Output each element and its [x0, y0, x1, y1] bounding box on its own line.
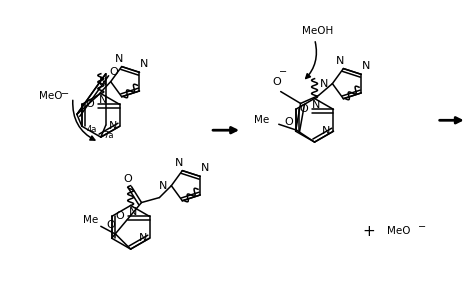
Text: Me: Me: [83, 215, 99, 225]
Text: N: N: [201, 163, 209, 173]
Text: −: −: [279, 67, 287, 77]
Text: O: O: [115, 211, 124, 221]
Text: +: +: [363, 224, 375, 239]
Text: O: O: [109, 67, 118, 77]
Text: −: −: [418, 222, 426, 232]
Text: O: O: [85, 99, 94, 109]
Text: N: N: [312, 100, 321, 110]
Text: O: O: [273, 77, 281, 87]
Text: O: O: [123, 174, 132, 184]
Text: N: N: [320, 78, 328, 89]
Text: N: N: [99, 77, 107, 87]
Text: N: N: [128, 208, 137, 218]
Text: N: N: [99, 95, 107, 105]
Text: N: N: [159, 181, 168, 191]
Text: O: O: [106, 220, 115, 230]
Text: MeOH: MeOH: [302, 26, 333, 36]
Text: N: N: [115, 54, 123, 64]
Text: Me: Me: [254, 115, 269, 125]
Text: N: N: [109, 121, 117, 131]
Text: N: N: [138, 233, 147, 243]
Text: O: O: [299, 105, 308, 115]
Text: N: N: [336, 56, 345, 66]
Text: −: −: [61, 88, 69, 98]
Text: N: N: [322, 126, 331, 136]
Text: O: O: [284, 117, 293, 127]
Text: N: N: [175, 158, 183, 168]
Text: N: N: [362, 62, 370, 72]
Text: 4a: 4a: [87, 125, 97, 134]
Text: MeO: MeO: [39, 91, 63, 101]
Text: N: N: [140, 59, 149, 69]
Text: 7a: 7a: [103, 131, 114, 140]
Text: MeO: MeO: [387, 226, 411, 236]
